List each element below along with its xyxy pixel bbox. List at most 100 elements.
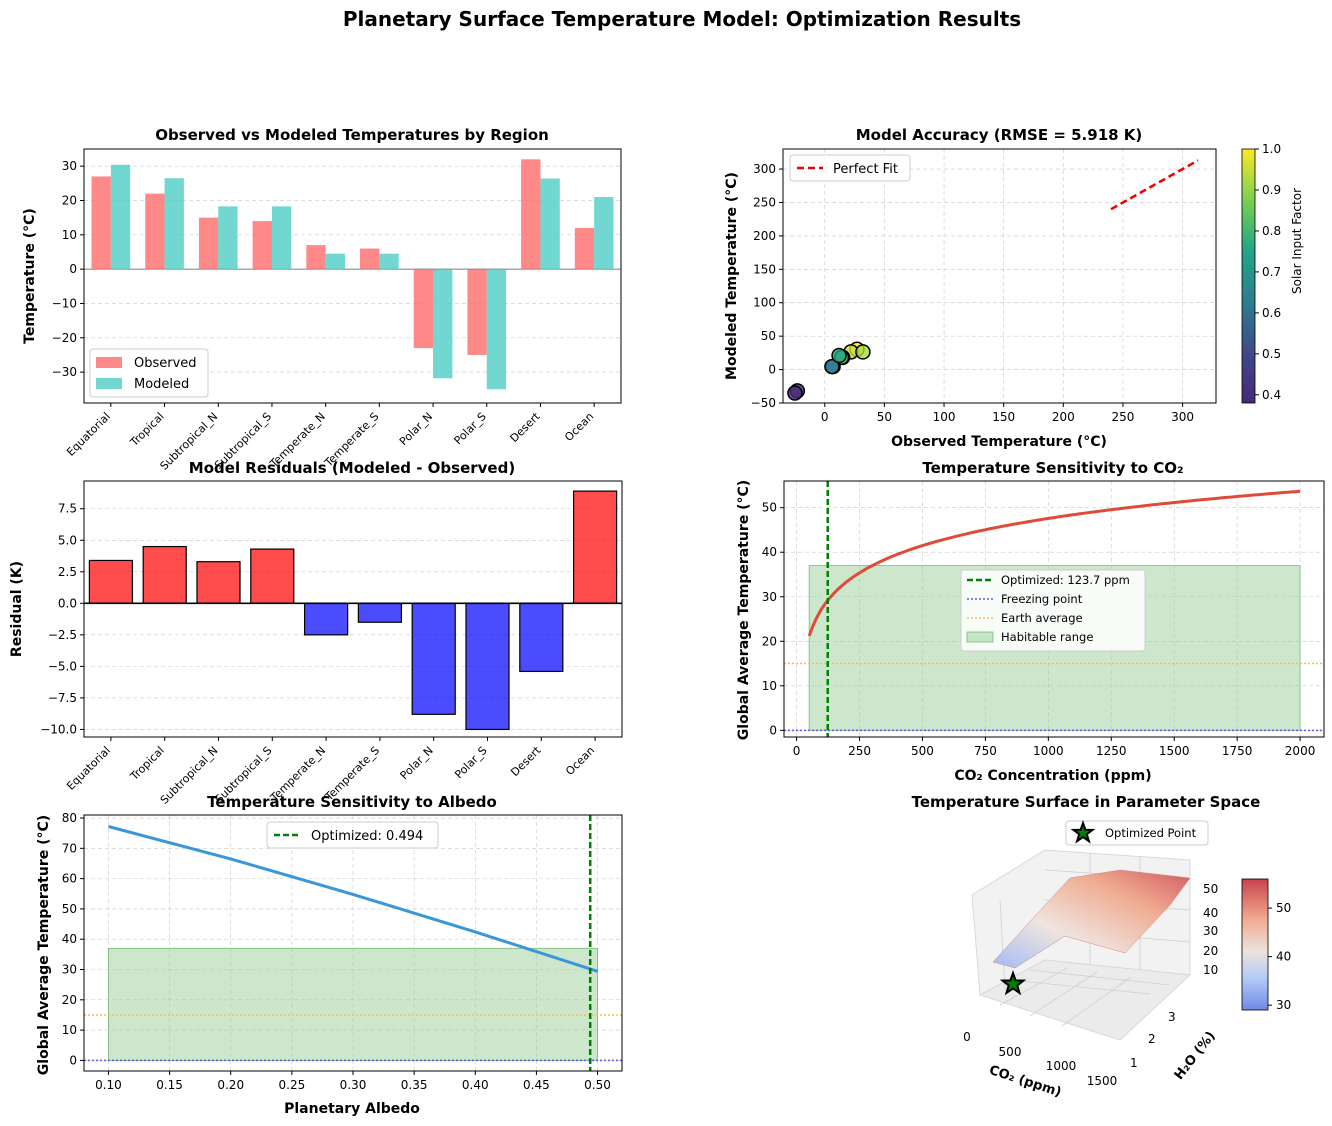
co2-x-ticks: 0 250 500 750 1000 1250 1500 1750 2000 [793, 737, 1315, 758]
surface-title: Temperature Surface in Parameter Space [912, 793, 1261, 811]
bar-modeled [325, 253, 345, 270]
residuals-ylabel: Residual (K) [9, 561, 25, 657]
albedo-reference-lines [84, 1014, 622, 1062]
albedo-ytick-label: 20 [62, 993, 77, 1007]
residual-bar [142, 545, 187, 604]
surface-legend-star [1070, 819, 1096, 844]
residuals-plot-frame [83, 480, 623, 738]
bars-legend: Observed Modeled [89, 348, 209, 398]
scatter-xtick-label: 50 [877, 410, 892, 424]
surface-grid-line [1029, 969, 1171, 986]
residuals-xtick-label: Ocean [563, 744, 597, 778]
scatter-perfect-fit [1110, 159, 1199, 211]
scatter-point [855, 344, 871, 360]
residual-bar [88, 559, 134, 604]
bars-legend-swatch-observed [96, 357, 122, 368]
surface-legend: Optimized Point [1065, 819, 1209, 846]
figure-title: Planetary Surface Temperature Model: Opt… [343, 7, 1021, 31]
scatter-y-ticks: −50 0 50 100 150 200 250 300 [751, 162, 783, 410]
albedo-ytick-label: 80 [62, 811, 77, 825]
co2-plot-frame [783, 480, 1325, 738]
surface-z-tick: 40 [1203, 906, 1218, 920]
albedo-legend: Optimized: 0.494 [266, 821, 439, 849]
co2-xtick-label: 0 [793, 744, 801, 758]
residuals-ytick-label: −5.0 [48, 659, 77, 673]
albedo-ytick-label: 10 [62, 1023, 77, 1037]
scatter-colorbar-tick-label: 0.6 [1262, 306, 1281, 320]
albedo-ytick-label: 70 [62, 841, 77, 855]
surface-z-tick: 30 [1203, 924, 1218, 938]
bar-modeled [110, 164, 131, 270]
bar-modeled [164, 178, 184, 270]
surface-y-tick: 2 [1148, 1032, 1156, 1046]
surface-legend-label: Optimized Point [1105, 826, 1197, 840]
bars-ytick-label: 30 [62, 159, 77, 173]
bars-xtick-label: Desert [508, 409, 544, 445]
bar-observed [198, 217, 219, 270]
scatter-legend-label: Perfect Fit [833, 162, 898, 177]
bar-modeled [218, 206, 238, 270]
bar-observed [413, 269, 434, 349]
bars-marks [91, 159, 614, 390]
co2-ytick-label: 10 [762, 679, 777, 693]
bar-observed [574, 227, 595, 270]
co2-xtick-label: 750 [974, 744, 997, 758]
co2-legend-box [960, 569, 1146, 652]
co2-xtick-label: 1500 [1159, 744, 1190, 758]
bars-ytick-label: −10 [52, 296, 77, 310]
bar-modeled [540, 178, 560, 270]
albedo-habitable-rect [108, 947, 598, 1061]
scatter-ytick-label: 250 [753, 195, 776, 209]
co2-ylabel: Global Average Temperature (°C) [736, 480, 752, 740]
albedo-xtick-label: 0.35 [401, 1078, 428, 1092]
albedo-ytick-label: 40 [62, 932, 77, 946]
albedo-xtick-label: 0.50 [584, 1078, 611, 1092]
surface-zlabel: Temperature (°C) [1251, 754, 1266, 880]
surface-colorbar: 30 40 50 Temperature (°C) [1241, 754, 1291, 1012]
panel-co2: Temperature Sensitivity to CO₂ 0 10 20 30 40… [736, 459, 1325, 784]
scatter-legend-box [789, 154, 911, 182]
bars-xtick-label: Tropical [127, 410, 167, 450]
surface-colorbar-tick-label: 50 [1276, 901, 1291, 915]
co2-curve-line [807, 489, 1301, 637]
panel-albedo: Temperature Sensitivity to Albedo 0 10 20 3… [36, 793, 623, 1117]
scatter-colorbar-tick-label: 0.9 [1262, 183, 1281, 197]
panel-bars: Observed vs Modeled Temperatures by Regi… [22, 126, 622, 473]
scatter-ytick-label: −50 [751, 396, 776, 410]
scatter-colorbar-label: Solar Input Factor [1290, 188, 1304, 294]
scatter-title: Model Accuracy (RMSE = 5.918 K) [856, 126, 1143, 144]
residuals-xtick-label: Desert [508, 743, 544, 779]
surface-legend-box [1065, 820, 1209, 846]
surface-x-tick: 500 [999, 1045, 1022, 1059]
bars-y-ticks: −30 −20 −10 0 10 20 30 [52, 159, 84, 379]
albedo-xtick-label: 0.45 [523, 1078, 550, 1092]
surface-z-tick: 50 [1203, 882, 1218, 896]
surface-colorbar-tick-label: 40 [1276, 950, 1291, 964]
surface-x-tick: 1000 [1046, 1059, 1077, 1073]
co2-ytick-label: 0 [769, 723, 777, 737]
scatter-ytick-label: 300 [753, 162, 776, 176]
bars-plot-frame [83, 148, 622, 404]
co2-legend-swatch-habitable [966, 631, 994, 643]
scatter-xtick-label: 100 [933, 410, 956, 424]
residual-bar [465, 602, 510, 731]
co2-xtick-label: 250 [848, 744, 871, 758]
bar-modeled [594, 197, 614, 270]
residuals-ytick-label: −2.5 [48, 628, 77, 642]
scatter-ytick-label: 150 [753, 262, 776, 276]
bars-ytick-label: −20 [52, 331, 77, 345]
scatter-ytick-label: 0 [768, 363, 776, 377]
albedo-y-ticks: 0 10 20 30 40 50 60 70 80 [62, 811, 84, 1067]
co2-legend-label-earth: Earth average [1001, 611, 1083, 625]
surface-grid-line [1009, 979, 1151, 995]
co2-legend: Optimized: 123.7 ppm Freezing point Eart… [960, 569, 1146, 652]
scatter-colorbar-tick-label: 0.7 [1262, 265, 1281, 279]
surface-grid-line [999, 967, 1068, 1006]
surface-x-tick: 0 [963, 1030, 971, 1044]
scatter-point [831, 347, 847, 364]
residual-bar [572, 490, 618, 604]
residuals-y-ticks: −10.0 −7.5 −5.0 −2.5 0.0 2.5 5.0 7.5 [40, 502, 84, 736]
scatter-xtick-label: 150 [992, 410, 1015, 424]
residuals-ytick-label: −10.0 [40, 722, 77, 736]
albedo-xtick-label: 0.10 [95, 1078, 122, 1092]
